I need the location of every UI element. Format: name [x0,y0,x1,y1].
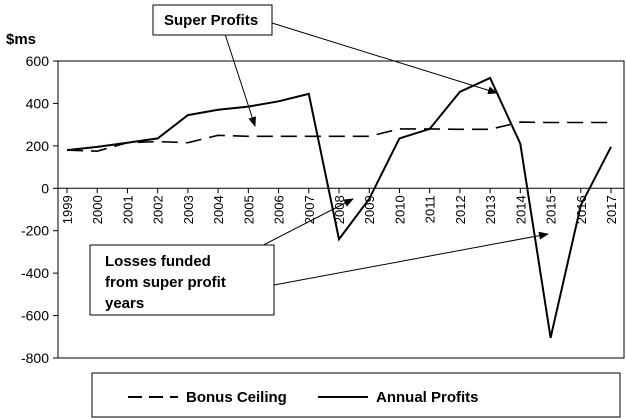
y-tick-label: -400 [21,265,49,281]
x-tick-label: 1999 [60,195,75,224]
losses-callout: Losses funded from super profit years [89,198,549,316]
x-tick-label: 2007 [302,195,317,224]
x-tick-label: 2013 [483,195,498,224]
x-tick-label: 2014 [513,195,528,224]
super-profits-box [152,4,273,36]
losses-label-line-2: from super profit [105,274,226,291]
y-tick-label: 200 [26,138,50,154]
x-tick-label: 2011 [423,195,438,223]
x-tick-label: 2010 [392,195,407,224]
x-tick-label: 2003 [181,195,196,224]
y-tick-label: -600 [21,308,49,324]
y-tick-label: 400 [26,95,50,111]
losses-label-line-1: Losses funded [105,253,211,270]
super-profits-arrow-2 [271,22,498,95]
x-tick-label: 2017 [604,195,619,224]
x-tick-label: 2005 [241,195,256,224]
legend-box [91,372,621,418]
y-axis-unit-label: $ms [6,31,36,48]
losses-label-line-3: years [105,295,144,312]
losses-arrow-2 [273,231,549,286]
y-tick-label: -800 [21,350,49,366]
legend-label-annual-profits: Annual Profits [376,389,479,406]
annual-profits-line [66,76,612,339]
legend: Bonus Ceiling Annual Profits [91,372,621,418]
y-tick-label: 600 [26,53,50,69]
x-tick-label: 2000 [90,195,105,224]
x-tick-label: 2004 [211,195,226,224]
legend-label-bonus-ceiling: Bonus Ceiling [186,389,287,406]
y-tick-label: -200 [21,223,49,239]
y-tick-label: 0 [41,180,49,196]
x-tick-label: 2012 [453,195,468,224]
x-tick-label: 2001 [120,195,135,224]
super-profits-callout: Super Profits [152,4,498,127]
losses-box [89,244,275,316]
x-tick-label: 2016 [574,195,589,224]
x-tick-label: 2015 [544,195,559,224]
super-profits-arrow-1 [224,33,257,127]
super-profits-label: Super Profits [164,12,258,29]
bonus-ceiling-line [66,121,611,153]
x-tick-label: 2006 [272,195,287,224]
x-tick-label: 2002 [151,195,166,224]
